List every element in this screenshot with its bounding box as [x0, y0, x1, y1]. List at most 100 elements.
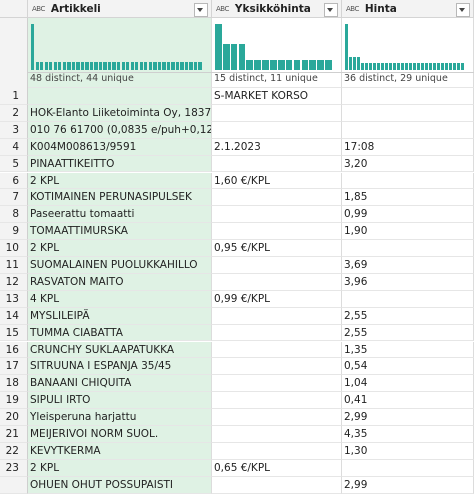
- cell: 0,41: [342, 392, 474, 410]
- cell: 0,95 €/KPL: [212, 240, 342, 257]
- profile-bar: [148, 62, 152, 70]
- cell: OHUEN OHUT POSSUPAISTI: [28, 476, 212, 494]
- profile-bar: [453, 63, 456, 70]
- profile-bar: [112, 62, 116, 70]
- profile-bar: [31, 24, 35, 70]
- cell: 1,60 €/KPL: [212, 172, 342, 190]
- cell: [212, 155, 342, 173]
- profile-bar: [153, 62, 157, 70]
- profile-bar: [293, 59, 301, 70]
- cell: RASVATON MAITO: [28, 273, 212, 291]
- row-number: 19: [0, 392, 28, 410]
- cell: 010 76 61700 (0,0835 e/puh+0,1209 e/min): [28, 121, 212, 139]
- cell: [212, 104, 342, 122]
- profile-bar: [121, 62, 125, 70]
- cell: Yleisperuna harjattu: [28, 409, 212, 426]
- cell: [212, 324, 342, 342]
- row-number: 17: [0, 358, 28, 376]
- cell: [212, 426, 342, 443]
- column-name: Artikkeli: [50, 2, 101, 15]
- profile-bar: [222, 44, 230, 70]
- row-number: 23: [0, 459, 28, 477]
- profile-bar: [397, 63, 400, 70]
- profile-bar: [389, 63, 392, 70]
- profile-bar: [270, 59, 277, 70]
- cell: [212, 392, 342, 410]
- row-number: 18: [0, 375, 28, 393]
- profile-bar: [381, 63, 384, 70]
- cell: [212, 375, 342, 393]
- row-number: 15: [0, 324, 28, 342]
- profile-bar: [413, 63, 416, 70]
- profile-bar: [180, 62, 184, 70]
- cell: SIPULI IRTO: [28, 392, 212, 410]
- cell: 1,90: [342, 223, 474, 241]
- profile-bar: [103, 62, 107, 70]
- row-number: 7: [0, 189, 28, 207]
- column-header[interactable]: ABC Artikkeli: [28, 0, 212, 18]
- cell: [28, 88, 212, 105]
- profile-bar: [345, 24, 348, 70]
- cell: TUMMA CIABATTA: [28, 324, 212, 342]
- cell: PINAATTIKEITTO: [28, 155, 212, 173]
- profile-bar: [369, 63, 372, 70]
- profile-bar: [215, 24, 222, 70]
- profile-bar: [107, 62, 112, 70]
- profile-bar: [429, 63, 432, 70]
- cell: [212, 257, 342, 274]
- profile-bar: [457, 63, 460, 70]
- cell: TOMAATTIMURSKA: [28, 223, 212, 241]
- profile-bar: [309, 59, 317, 70]
- cell: S-MARKET KORSO: [212, 88, 342, 105]
- profile-bar: [94, 62, 98, 70]
- cell: [212, 409, 342, 426]
- cell: 1,35: [342, 341, 474, 359]
- profile-bar: [417, 63, 420, 70]
- profile-corner: [0, 18, 28, 88]
- cell: Paseerattu tomaatti: [28, 206, 212, 224]
- row-number: 10: [0, 240, 28, 257]
- row-number: 4: [0, 138, 28, 156]
- profile-bar: [44, 62, 48, 70]
- cell: 3,69: [342, 257, 474, 274]
- type-icon[interactable]: ABC: [346, 4, 359, 13]
- cell: 1,04: [342, 375, 474, 393]
- column-header[interactable]: ABC Hinta: [342, 0, 474, 18]
- row-number: 8: [0, 206, 28, 224]
- cell: MEIJERIVOI NORM SUOL.: [28, 426, 212, 443]
- cell: HOK-Elanto Liiketoiminta Oy, 1837957-3: [28, 104, 212, 122]
- cell: 2,55: [342, 307, 474, 325]
- profile-bar: [246, 59, 254, 70]
- type-icon[interactable]: ABC: [216, 4, 229, 13]
- cell: SITRUUNA I ESPANJA 35/45: [28, 358, 212, 376]
- cell: [342, 172, 474, 190]
- cell: 17:08: [342, 138, 474, 156]
- profile-summary: 15 distinct, 11 unique: [212, 72, 342, 86]
- filter-dropdown[interactable]: [194, 3, 208, 17]
- cell: [212, 189, 342, 207]
- profile-bar: [433, 63, 436, 70]
- profile-bar: [117, 62, 121, 70]
- cell: [342, 88, 474, 105]
- cell: 0,99 €/KPL: [212, 290, 342, 308]
- column-name: Yksikköhinta: [234, 2, 311, 15]
- profile-bar: [301, 59, 309, 70]
- type-icon[interactable]: ABC: [32, 4, 45, 13]
- profile-bar: [393, 63, 396, 70]
- filter-dropdown[interactable]: [456, 3, 470, 17]
- filter-dropdown[interactable]: [324, 3, 338, 17]
- column-header[interactable]: ABC Yksikköhinta: [212, 0, 342, 18]
- profile-bar: [76, 62, 80, 70]
- profile-bar: [189, 62, 193, 70]
- row-number: 6: [0, 172, 28, 190]
- cell: 4 KPL: [28, 290, 212, 308]
- profile-bar: [385, 63, 388, 70]
- cell: [212, 476, 342, 494]
- cell: 1,85: [342, 189, 474, 207]
- profile-bar: [58, 62, 62, 70]
- row-number: [0, 476, 28, 494]
- cell: 2 KPL: [28, 240, 212, 257]
- cell: 0,54: [342, 358, 474, 376]
- profile-bar: [135, 62, 139, 70]
